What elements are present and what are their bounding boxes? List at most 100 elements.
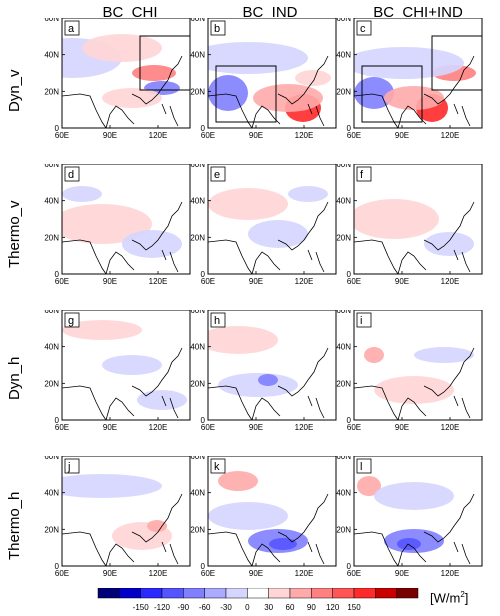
y-tick-label: 40N bbox=[44, 51, 59, 60]
y-tick-label: 20N bbox=[336, 525, 351, 534]
x-tick-label: 90E bbox=[395, 131, 409, 140]
y-tick-label: 40N bbox=[336, 51, 351, 60]
y-tick-label: 0 bbox=[55, 416, 60, 425]
y-tick-label: 20N bbox=[44, 233, 59, 242]
y-tick-label: 20N bbox=[336, 233, 351, 242]
field-shading bbox=[62, 34, 183, 128]
x-tick-label: 60E bbox=[347, 423, 361, 432]
y-tick-label: 60N bbox=[44, 164, 59, 169]
y-tick-label: 20N bbox=[44, 525, 59, 534]
colorbar-tick-label: 90 bbox=[307, 603, 316, 612]
x-tick-label: 120E bbox=[149, 569, 168, 578]
x-tick-label: 120E bbox=[441, 131, 460, 140]
colorbar-segment bbox=[268, 588, 291, 599]
colorbar-segment bbox=[396, 588, 419, 599]
y-tick-label: 40N bbox=[336, 197, 351, 206]
map-frame bbox=[353, 456, 483, 567]
coastline bbox=[354, 493, 475, 566]
coastline bbox=[62, 201, 183, 274]
x-tick-label: 60E bbox=[201, 423, 215, 432]
field-shading bbox=[62, 186, 183, 274]
row-label-dyn-v: Dyn_v bbox=[6, 69, 23, 112]
x-tick-label: 60E bbox=[201, 277, 215, 286]
map-frame bbox=[61, 310, 191, 421]
panel-letter-box bbox=[210, 166, 226, 182]
column-title-bc-ind: BC_IND bbox=[242, 4, 298, 21]
y-tick-label: 60N bbox=[190, 18, 205, 23]
x-tick-label: 90E bbox=[395, 569, 409, 578]
coastline bbox=[208, 493, 329, 566]
map-panel-d: d 0 20N 40N 60N 60E 90E 120E bbox=[44, 164, 191, 286]
row-label-thermo-v: Thermo_v bbox=[6, 200, 23, 268]
field-shading bbox=[208, 186, 329, 274]
map-frame bbox=[61, 164, 191, 275]
y-tick-label: 20N bbox=[190, 233, 205, 242]
y-tick-label: 60N bbox=[190, 310, 205, 315]
x-tick-label: 120E bbox=[441, 423, 460, 432]
map-frame bbox=[207, 18, 337, 129]
map-frame bbox=[207, 164, 337, 275]
y-tick-label: 40N bbox=[44, 343, 59, 352]
colorbar-tick-label: -90 bbox=[178, 603, 190, 612]
x-tick-label: 60E bbox=[201, 569, 215, 578]
y-tick-label: 0 bbox=[55, 562, 60, 571]
map-panel-k: k 0 20N 40N 60N 60E 90E 120E bbox=[190, 456, 337, 578]
y-tick-label: 20N bbox=[44, 379, 59, 388]
panel-letter-box bbox=[356, 312, 372, 328]
y-tick-label: 20N bbox=[336, 87, 351, 96]
colorbar-segment bbox=[289, 588, 312, 599]
coastline bbox=[354, 55, 475, 128]
map-frame bbox=[353, 164, 483, 275]
x-tick-label: 120E bbox=[295, 277, 314, 286]
y-tick-label: 60N bbox=[44, 456, 59, 461]
y-tick-label: 40N bbox=[44, 197, 59, 206]
row-label-dyn-h: Dyn_h bbox=[6, 356, 23, 400]
panel-letter: i bbox=[360, 315, 362, 327]
x-tick-label: 60E bbox=[55, 277, 69, 286]
x-tick-label: 120E bbox=[149, 277, 168, 286]
y-tick-label: 0 bbox=[347, 562, 352, 571]
field-shading bbox=[354, 47, 476, 128]
y-tick-label: 0 bbox=[347, 416, 352, 425]
panel-letter-box bbox=[356, 20, 372, 36]
panel-letter-box bbox=[356, 166, 372, 182]
y-tick-label: 60N bbox=[44, 310, 59, 315]
panel-letter: d bbox=[68, 169, 74, 181]
colorbar-tick-label: -30 bbox=[220, 603, 232, 612]
y-tick-label: 0 bbox=[201, 124, 206, 133]
map-frame bbox=[207, 456, 337, 567]
y-tick-label: 60N bbox=[336, 310, 351, 315]
coastline bbox=[208, 347, 329, 420]
x-tick-label: 120E bbox=[295, 131, 314, 140]
panel-letter: g bbox=[68, 315, 74, 327]
map-panel-h: h 0 20N 40N 60N 60E 90E 120E bbox=[190, 310, 337, 432]
field-shading bbox=[62, 320, 187, 420]
colorbar-tick-label: -150 bbox=[133, 603, 150, 612]
field-shading bbox=[354, 476, 475, 566]
map-panel-a: a 0 20N 40N 60N 60E 90E 120E bbox=[44, 18, 191, 140]
y-tick-label: 0 bbox=[347, 270, 352, 279]
y-tick-label: 0 bbox=[201, 416, 206, 425]
map-frame bbox=[353, 18, 483, 129]
panel-letter: e bbox=[214, 169, 220, 181]
panel-letter: f bbox=[360, 169, 364, 181]
map-frame bbox=[207, 310, 337, 421]
panel-letter-box bbox=[356, 458, 372, 474]
y-tick-label: 40N bbox=[44, 489, 59, 498]
colorbar-tick-label: 0 bbox=[245, 603, 250, 612]
x-tick-label: 90E bbox=[103, 569, 117, 578]
colorbar-tick-label: 60 bbox=[286, 603, 295, 612]
y-tick-label: 60N bbox=[44, 18, 59, 23]
map-panel-l: l 0 20N 40N 60N 60E 90E 120E bbox=[336, 456, 483, 578]
y-tick-label: 20N bbox=[190, 87, 205, 96]
y-tick-label: 20N bbox=[190, 525, 205, 534]
x-tick-label: 120E bbox=[295, 423, 314, 432]
panel-letter-box bbox=[64, 312, 80, 328]
colorbar-segment bbox=[332, 588, 355, 599]
map-frame bbox=[353, 310, 483, 421]
panel-letter: c bbox=[360, 23, 366, 35]
panel-letter-box bbox=[64, 166, 80, 182]
x-tick-label: 60E bbox=[201, 131, 215, 140]
colorbar-segment bbox=[353, 588, 376, 599]
y-tick-label: 40N bbox=[190, 197, 205, 206]
